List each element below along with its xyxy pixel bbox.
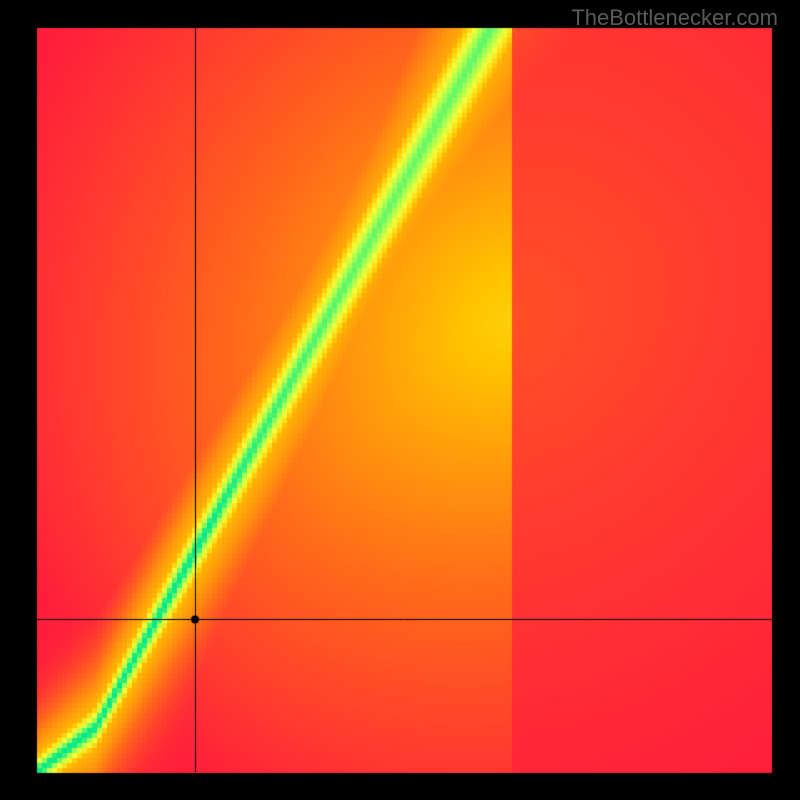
watermark-text: TheBottlenecker.com: [571, 5, 778, 31]
chart-container: TheBottlenecker.com: [0, 0, 800, 800]
bottleneck-heatmap: [0, 0, 800, 800]
